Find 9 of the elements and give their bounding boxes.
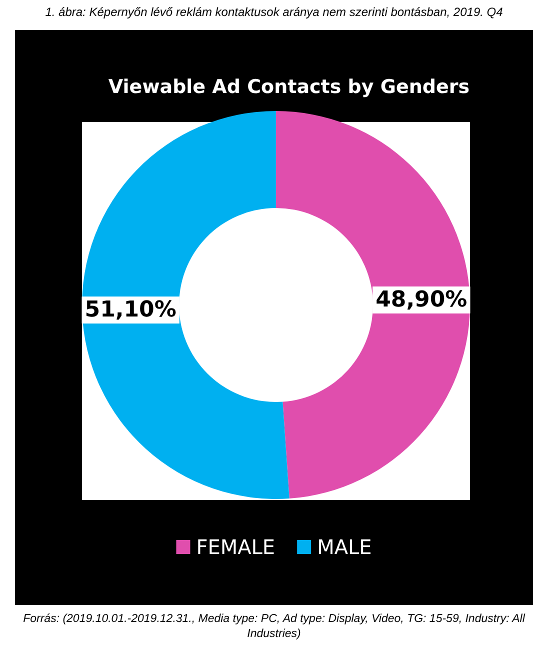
data-label: 48,90% (376, 287, 468, 312)
text: Forrás: (2019.10.01.-2019.12.31., Media type: PC, Ad type: Display, Video, TG: 15-59, Industry: All Industries) (22, 612, 526, 642)
donut-slice (82, 111, 290, 499)
legend-label: MALE (317, 535, 372, 559)
donut-slice (276, 111, 470, 499)
data-label: 51,10% (84, 298, 176, 323)
chart-title: Viewable Ad Contacts by Genders (108, 76, 470, 98)
text: 1. ábra: Képernyőn lévő reklám kontaktusok aránya nem szerinti bontásban, 2019. Q4 (44, 5, 504, 19)
legend-label: FEMALE (196, 535, 276, 559)
